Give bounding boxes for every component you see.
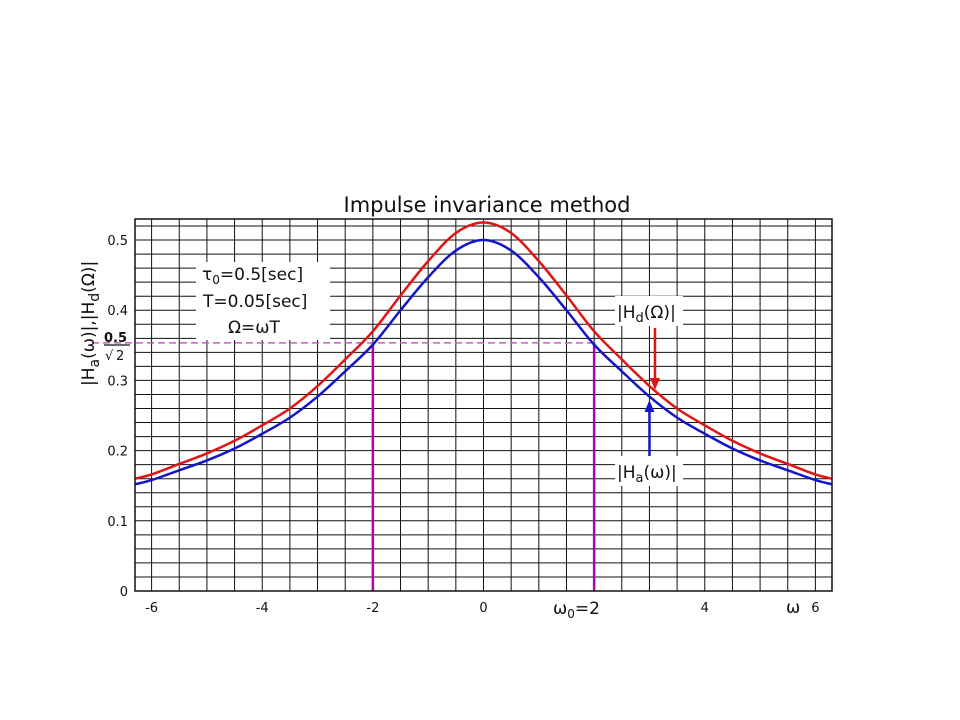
params-box (196, 262, 330, 340)
ha-label-bar: | (617, 463, 623, 483)
hd-label-arg: (Ω) (644, 303, 670, 323)
fraction-denominator: 2 (116, 349, 124, 364)
ha-label-main: H (623, 463, 636, 483)
fraction-sqrt-sign: √ (105, 349, 114, 364)
hd-label: |Hd(Ω)| (617, 303, 676, 326)
y-tick-label: 0.5 (107, 234, 128, 249)
y-tick-label: 0 (120, 585, 128, 600)
y-label-bar: | (79, 380, 99, 386)
y-label-end: | (79, 261, 99, 267)
chart-title: Impulse invariance method (344, 193, 631, 217)
y-tick-label: 0.4 (107, 304, 128, 319)
ha-label-box (615, 456, 683, 486)
reference-lines (92, 342, 596, 591)
hd-label-bar: | (617, 303, 623, 323)
x-tick-label: -2 (366, 601, 379, 616)
y-label-ha-sub: a (87, 359, 103, 368)
hd-arrow-head (649, 378, 660, 390)
x-axis-omega-label: ω (786, 598, 800, 618)
param-tau-value: =0.5[sec] (220, 265, 303, 285)
omega0-sub: 0 (567, 607, 575, 621)
omega0-value: =2 (575, 599, 600, 619)
x-tick-label: 0 (479, 601, 487, 616)
y-label-ha-arg: (ω) (79, 331, 99, 359)
x-tick-label: -6 (145, 601, 158, 616)
y-label-sep: |,| (79, 315, 99, 332)
param-omega-relation: Ω=ωT (228, 318, 280, 338)
x-tick-label: -4 (256, 601, 269, 616)
param-tau-symbol: τ (202, 265, 212, 285)
y-tick-label: 0.2 (107, 445, 128, 460)
hd-label-main: H (623, 303, 636, 323)
y-axis-label: |Ha(ω)|,|Hd(Ω)| (79, 261, 103, 386)
param-T: T=0.05[sec] (202, 292, 307, 312)
series-line-ha (134, 238, 833, 486)
y-tick-label: 0.1 (107, 515, 128, 530)
hd-label-sub: d (636, 311, 644, 326)
ha-label: |Ha(ω)| (617, 463, 677, 486)
y-tick-labels: 0 0.1 0.2 0.3 0.4 0.5 (107, 234, 128, 600)
y-label-hd: H (79, 302, 99, 315)
annotations: |Ha(ω)|,|Hd(Ω)|0.5√ 2τ0=0.5[sec]T=0.05[se… (79, 261, 800, 621)
x-tick-label: 4 (701, 601, 709, 616)
hd-label-end: | (670, 303, 676, 323)
y-label-ha: H (79, 367, 99, 380)
y-label-hd-sub: d (87, 293, 103, 302)
ha-label-arg: (ω) (644, 463, 672, 483)
ha-label-sub: a (636, 471, 644, 486)
y-tick-label: 0.3 (107, 374, 128, 389)
fraction-numerator: 0.5 (104, 331, 127, 346)
y-label-hd-arg: (Ω) (79, 267, 99, 293)
series-line-hd (134, 221, 833, 480)
plot-frame (134, 218, 833, 592)
param-tau0: τ0=0.5[sec] (202, 265, 303, 287)
ha-arrow-head (644, 400, 655, 412)
omega0-label: ω0=2 (553, 599, 600, 621)
ha-label-end: | (671, 463, 677, 483)
param-tau-sub: 0 (212, 273, 220, 287)
series-group (134, 221, 833, 486)
hd-label-box (615, 296, 683, 326)
x-tick-label: 6 (811, 601, 819, 616)
omega0-symbol: ω (553, 599, 567, 619)
x-tick-labels: -6 -4 -2 0 4 6 (145, 601, 819, 616)
